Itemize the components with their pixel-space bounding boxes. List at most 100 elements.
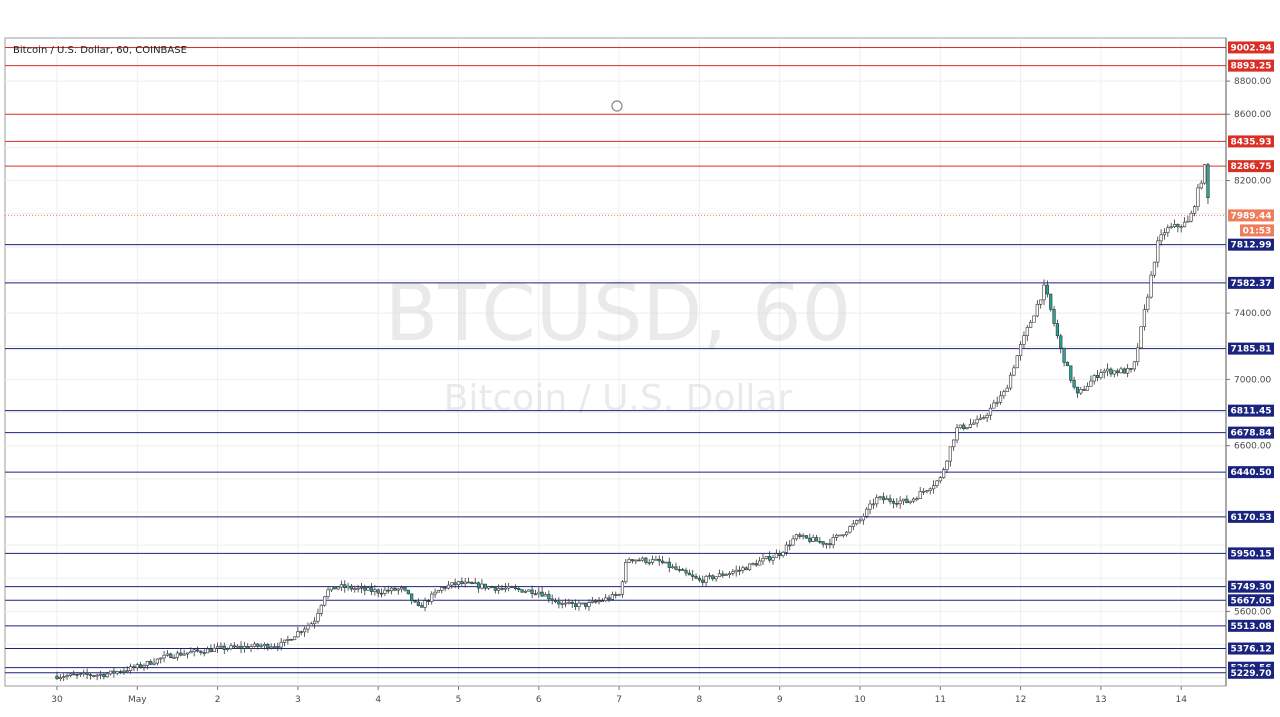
candle-body bbox=[881, 496, 886, 501]
candle-body bbox=[453, 582, 457, 585]
x-tick-label: 4 bbox=[375, 695, 381, 705]
candle-body bbox=[386, 589, 390, 592]
watermark-symbol: BTCUSD, 60 bbox=[385, 269, 852, 359]
candle-body bbox=[339, 584, 343, 588]
candle-body bbox=[687, 572, 691, 576]
candle-body bbox=[1055, 323, 1060, 337]
candle-body bbox=[1196, 187, 1200, 207]
candle-body bbox=[841, 534, 845, 537]
support-level-tag bbox=[1228, 342, 1274, 355]
candle-body bbox=[1166, 227, 1170, 233]
candle-body bbox=[717, 573, 722, 577]
time-axis[interactable]: 30 May 2 3 4 5 6 7 8 9 10 11 12 13 14 bbox=[51, 686, 1187, 705]
candle-body bbox=[376, 589, 380, 594]
candle-body bbox=[577, 602, 581, 607]
candle-body bbox=[423, 600, 427, 608]
candle-body bbox=[1169, 226, 1173, 229]
candle-body bbox=[778, 553, 782, 556]
x-tick-label: 11 bbox=[935, 695, 946, 705]
candle-body bbox=[988, 407, 993, 416]
candle-body bbox=[952, 439, 956, 448]
support-level-label: 5229.70 bbox=[1231, 669, 1272, 679]
candle-body bbox=[78, 673, 83, 675]
candle-body bbox=[1092, 375, 1096, 382]
candle-body bbox=[557, 601, 561, 605]
candle-body bbox=[774, 553, 778, 558]
support-level-tag bbox=[1228, 547, 1274, 560]
candle-body bbox=[563, 602, 568, 605]
candle-body bbox=[724, 574, 728, 576]
candle-body bbox=[597, 600, 601, 603]
resistance-level-label: 8286.75 bbox=[1231, 162, 1272, 172]
candle-body bbox=[921, 490, 926, 493]
candle-body bbox=[68, 673, 72, 676]
candle-body bbox=[85, 672, 89, 675]
candle-body bbox=[1099, 372, 1103, 378]
candle-body bbox=[1189, 212, 1193, 222]
candle-body bbox=[1162, 232, 1167, 236]
y-tick-label: 8600.00 bbox=[1234, 110, 1271, 120]
candle-body bbox=[1062, 347, 1066, 363]
candle-body bbox=[1119, 368, 1123, 374]
candle-body bbox=[105, 673, 109, 678]
candle-body bbox=[891, 501, 896, 504]
candle-body bbox=[440, 587, 444, 591]
candle-body bbox=[242, 645, 246, 649]
support-level-tag bbox=[1228, 238, 1274, 251]
countdown-label: 01:53 bbox=[1243, 226, 1272, 236]
price-axis[interactable]: 8800.00 8600.00 8200.00 7400.00 7000.00 6600.… bbox=[1225, 38, 1271, 686]
candle-body bbox=[905, 498, 909, 504]
candle-body bbox=[450, 582, 454, 586]
candle-body bbox=[259, 645, 263, 648]
support-level-tag bbox=[1228, 404, 1274, 417]
candle-body bbox=[1122, 368, 1126, 374]
candle-body bbox=[65, 675, 69, 678]
candle-body bbox=[704, 575, 708, 583]
x-tick-label: 30 bbox=[51, 695, 63, 705]
candle-body bbox=[446, 584, 451, 589]
candle-body bbox=[600, 600, 604, 602]
candle-body bbox=[175, 652, 180, 658]
candle-body bbox=[359, 587, 364, 589]
candle-body bbox=[296, 631, 300, 638]
candle-body bbox=[614, 594, 618, 596]
candle-body bbox=[403, 587, 407, 591]
candle-body bbox=[1042, 284, 1046, 301]
line-drag-handle[interactable] bbox=[611, 100, 623, 112]
resistance-level-tag bbox=[1228, 135, 1274, 148]
support-level-label: 6811.45 bbox=[1231, 407, 1272, 417]
candle-body bbox=[727, 573, 732, 575]
candle-body bbox=[343, 584, 347, 589]
y-tick-label: 5600.00 bbox=[1234, 607, 1271, 617]
candle-body bbox=[1179, 226, 1183, 229]
candle-body bbox=[550, 598, 554, 601]
candle-body bbox=[851, 523, 855, 527]
candle-body bbox=[794, 534, 799, 540]
candle-body bbox=[356, 587, 360, 590]
candle-body bbox=[758, 560, 762, 566]
candle-body bbox=[627, 559, 631, 563]
candle-body bbox=[691, 574, 695, 577]
candle-body bbox=[443, 587, 447, 589]
candle-body bbox=[276, 646, 280, 648]
candle-body bbox=[383, 589, 387, 594]
candle-body bbox=[1079, 389, 1083, 394]
x-tick-label: 2 bbox=[215, 695, 221, 705]
candle-body bbox=[630, 559, 635, 562]
candle-body bbox=[1139, 326, 1143, 349]
candle-body bbox=[222, 645, 226, 650]
candle-body bbox=[353, 588, 357, 590]
candle-body bbox=[299, 631, 303, 633]
candle-body bbox=[911, 498, 916, 502]
support-level-label: 5513.08 bbox=[1231, 622, 1272, 632]
candle-body bbox=[885, 498, 889, 501]
plot-frame bbox=[4, 37, 1227, 687]
candle-body bbox=[349, 585, 354, 590]
candle-body bbox=[624, 562, 628, 583]
candle-body bbox=[574, 603, 578, 607]
candle-body bbox=[95, 674, 99, 677]
candle-body bbox=[694, 576, 698, 579]
candle-body bbox=[1105, 368, 1110, 372]
candle-body bbox=[781, 552, 785, 556]
